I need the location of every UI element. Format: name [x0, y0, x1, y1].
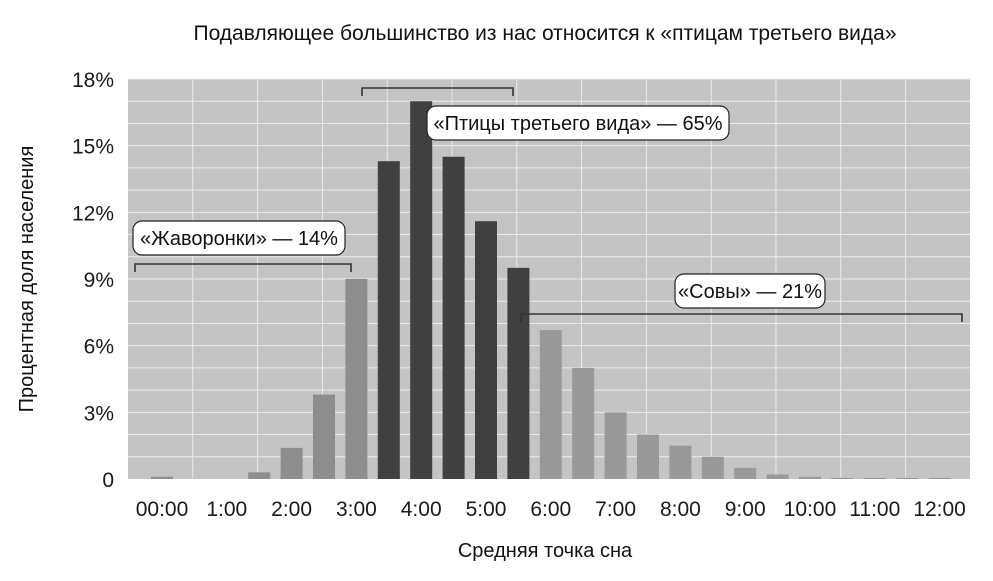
y-tick-label: 9%	[84, 269, 114, 292]
bar	[410, 101, 433, 479]
x-tick-label: 7:00	[595, 498, 636, 521]
annotation-bracket	[361, 87, 514, 96]
annotation-label: «Совы» — 21%	[678, 281, 822, 303]
bar	[442, 156, 465, 479]
annotation-box	[674, 273, 826, 309]
bar	[669, 445, 692, 479]
bar	[151, 476, 173, 479]
bar	[928, 477, 951, 479]
bars	[151, 101, 951, 479]
y-tick-label: 15%	[72, 136, 114, 159]
bar	[313, 394, 335, 479]
bar	[604, 412, 627, 479]
bar	[539, 330, 562, 479]
bar	[475, 221, 497, 479]
x-tick-label: 9:00	[725, 498, 766, 521]
x-tick-label: 1:00	[206, 498, 247, 521]
x-tick-label: 12:00	[913, 498, 966, 521]
y-tick-label: 18%	[72, 69, 114, 92]
bar	[345, 279, 368, 479]
y-tick-label: 3%	[84, 402, 114, 425]
annotation-box	[132, 220, 346, 256]
bar	[734, 467, 757, 479]
x-tick-label: 00:00	[136, 498, 189, 521]
y-tick-label: 6%	[84, 336, 114, 359]
annotation-bracket	[520, 313, 963, 322]
bar	[896, 477, 919, 479]
x-axis-title: Средняя точка сна	[458, 540, 633, 562]
annotation-label: «Птицы третьего вида» — 65%	[433, 113, 722, 135]
y-axis-title: Процентная доля населения	[16, 146, 38, 413]
bar	[377, 161, 400, 479]
x-tick-label: 6:00	[530, 498, 571, 521]
y-axis-ticks: 0 3% 6% 9% 12% 15% 18%	[72, 69, 114, 492]
y-tick-label: 0	[102, 469, 114, 492]
bar	[280, 447, 303, 479]
bar	[572, 367, 595, 479]
x-tick-label: 5:00	[466, 498, 507, 521]
y-tick-label: 12%	[72, 202, 114, 225]
bar	[863, 477, 886, 479]
bar	[831, 477, 854, 479]
x-tick-label: 2:00	[271, 498, 312, 521]
bar	[507, 267, 530, 479]
x-tick-label: 11:00	[849, 498, 900, 521]
annotation-label: «Жаворонки» — 14%	[140, 228, 338, 250]
x-tick-label: 8:00	[660, 498, 701, 521]
bar	[701, 456, 724, 479]
chart-title: Подавляющее большинство из нас относится…	[193, 22, 896, 45]
annotation-box	[426, 105, 730, 141]
x-axis-ticks: 00:00 1:00 2:00 3:00 4:00 5:00 6:00 7:00 8:00 9:0…	[136, 498, 966, 521]
x-tick-label: 3:00	[336, 498, 377, 521]
annotation-bracket	[134, 263, 352, 272]
bar	[766, 474, 789, 479]
bar	[637, 434, 659, 479]
x-tick-label: 10:00	[784, 498, 837, 521]
annotations: «Жаворонки» — 14% «Птицы третьего вида» —…	[132, 87, 963, 322]
x-tick-label: 4:00	[401, 498, 442, 521]
bar	[248, 472, 271, 479]
bar	[799, 476, 821, 479]
